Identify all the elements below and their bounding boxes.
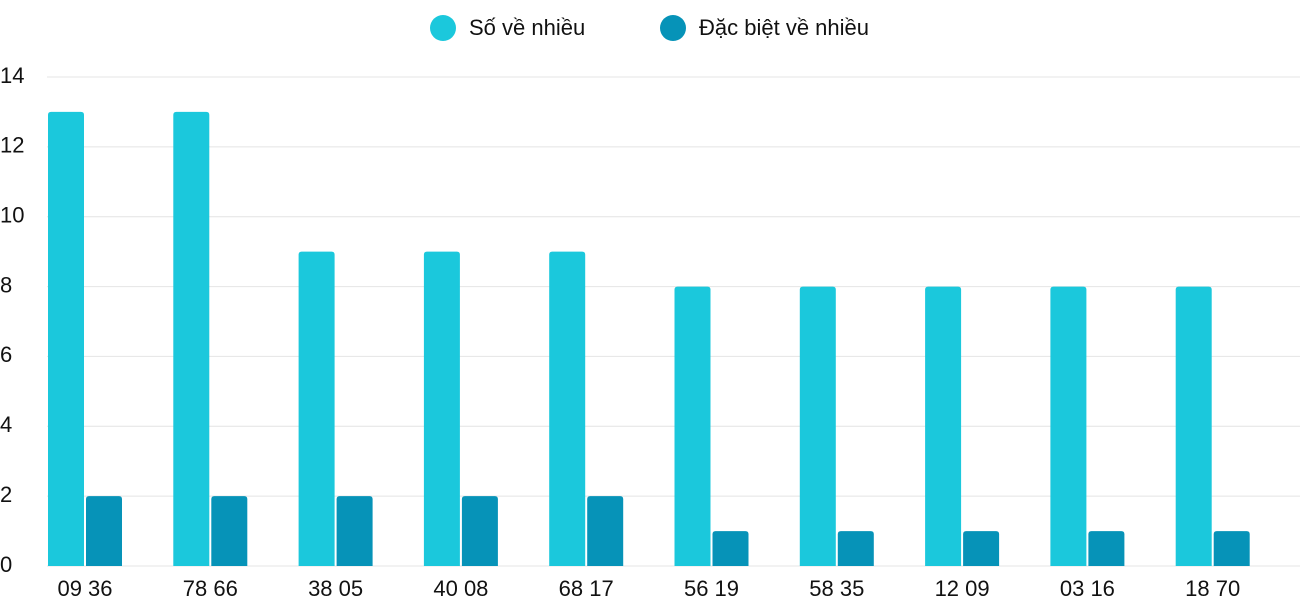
bar	[963, 531, 1000, 566]
x-tick-label: 12 09	[935, 576, 990, 600]
y-tick-label: 2	[0, 482, 12, 507]
x-tick-label: 68 17	[559, 576, 614, 600]
x-tick-label: 58 35	[809, 576, 864, 600]
legend-marker	[430, 15, 456, 41]
bar	[1175, 286, 1212, 566]
bar	[925, 286, 962, 566]
bar	[1050, 286, 1087, 566]
bar	[48, 111, 84, 566]
bar	[461, 496, 498, 566]
x-tick-label: 56 19	[684, 576, 739, 600]
y-tick-label: 0	[0, 552, 12, 577]
legend-marker	[660, 15, 686, 41]
bar	[587, 496, 624, 566]
bar	[173, 111, 210, 566]
bar	[211, 496, 248, 566]
legend-label: Đặc biệt về nhiều	[699, 15, 869, 40]
bar	[799, 286, 836, 566]
legend-label: Số về nhiều	[469, 15, 585, 40]
y-tick-label: 4	[0, 412, 12, 437]
bar	[549, 251, 586, 566]
bar	[1213, 531, 1250, 566]
bar	[298, 251, 335, 566]
bar	[712, 531, 749, 566]
bar	[1088, 531, 1125, 566]
bar	[674, 286, 711, 566]
x-tick-label: 38 05	[308, 576, 363, 600]
y-tick-label: 6	[0, 342, 12, 367]
bar	[423, 251, 460, 566]
x-tick-label: 18 70	[1185, 576, 1240, 600]
bar	[336, 496, 373, 566]
y-tick-label: 14	[0, 63, 24, 88]
y-tick-label: 12	[0, 133, 24, 158]
bar	[837, 531, 874, 566]
x-tick-label: 09 36	[57, 576, 112, 600]
y-tick-label: 8	[0, 272, 12, 297]
x-tick-label: 78 66	[183, 576, 238, 600]
bar	[86, 496, 122, 566]
x-tick-label: 03 16	[1060, 576, 1115, 600]
y-tick-label: 10	[0, 203, 24, 228]
x-tick-label: 40 08	[433, 576, 488, 600]
